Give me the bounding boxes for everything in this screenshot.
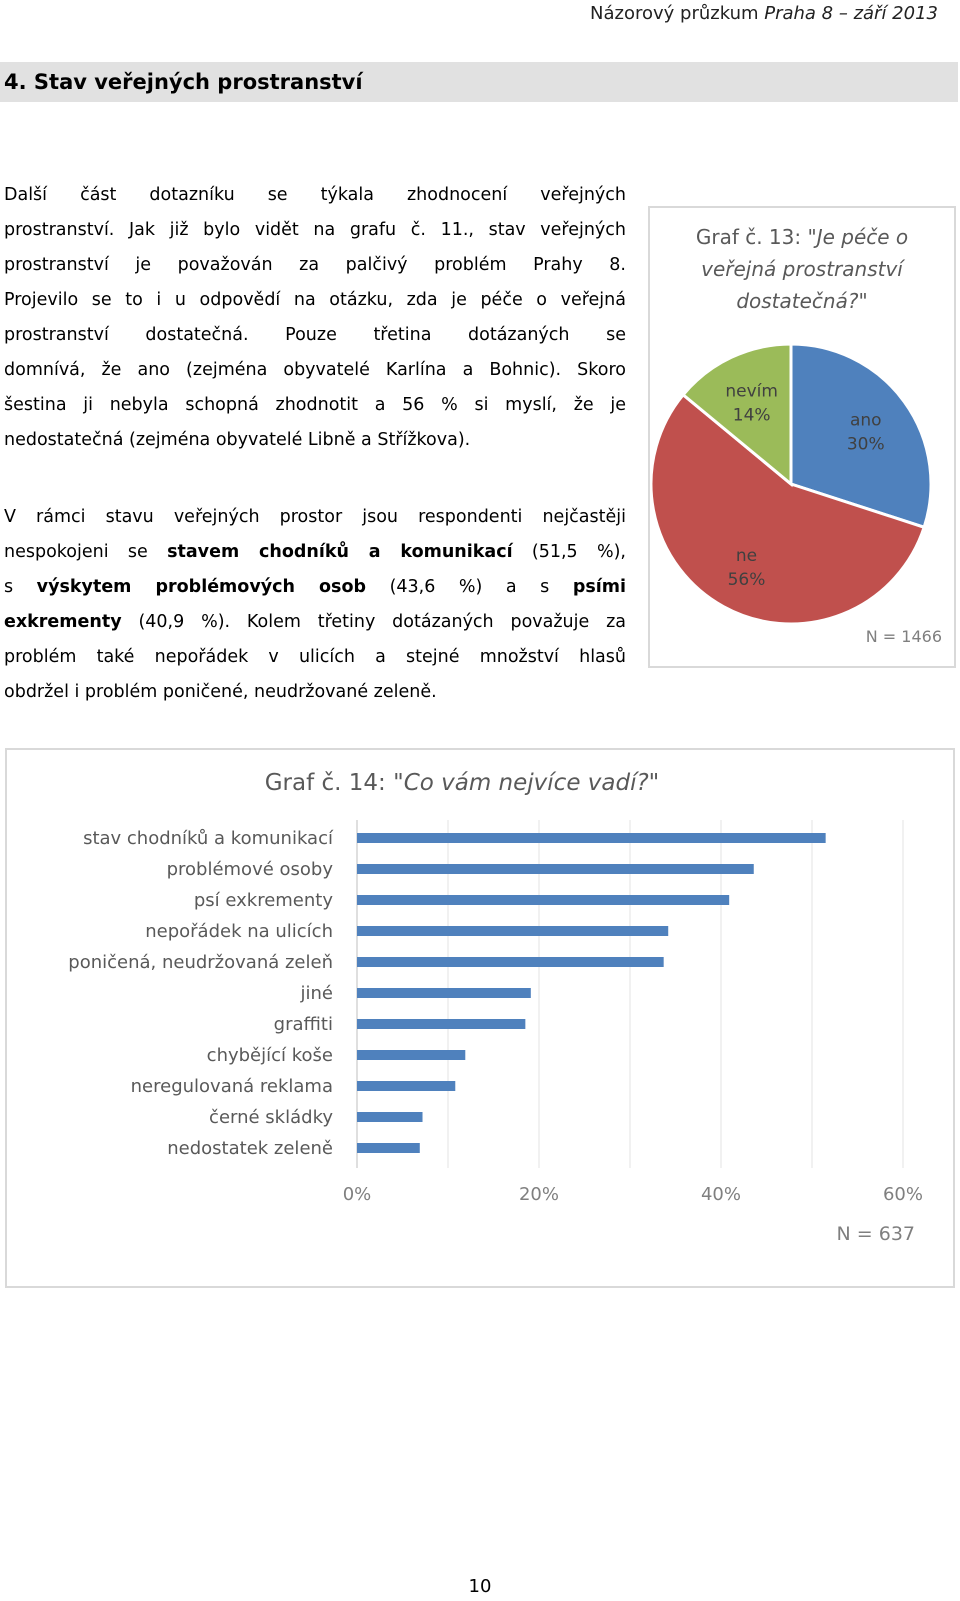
paragraph-line: šestina ji nebyla schopná zhodnotit a 56… — [4, 395, 626, 415]
text-run: (51,5 %), — [512, 542, 626, 562]
text-run: (40,9 %). Kolem třetiny dotázaných považ… — [121, 612, 626, 632]
bar — [357, 895, 730, 905]
pie-title-line-3: dostatečná?" — [736, 289, 867, 313]
category-label: poničená, neudržovaná zeleň — [68, 952, 333, 973]
bar — [357, 957, 664, 967]
paragraph-line: exkrementy (40,9 %). Kolem třetiny dotáz… — [4, 605, 626, 640]
bar-title-italic: "Co vám nejvíce vadí?" — [393, 770, 659, 796]
paragraph-line: nedostatečná (zejména obyvatelé Libně a … — [4, 430, 471, 450]
pie-slice-2 — [681, 342, 793, 488]
paragraph-line: Další část dotazníku se týkala zhodnocen… — [4, 185, 626, 205]
pie-value-label-0: 30% — [847, 435, 885, 455]
pie-value-label-2: 14% — [733, 405, 771, 425]
category-label: psí exkrementy — [194, 890, 334, 911]
paragraph-line: domnívá, že ano (zejména obyvatelé Karlí… — [4, 360, 626, 380]
paragraph-line: prostranství dostatečná. Pouze třetina d… — [4, 325, 626, 345]
bar — [357, 833, 826, 843]
pie-label-0: ano — [850, 411, 882, 431]
paragraph-line: prostranství. Jak již bylo vidět na graf… — [4, 220, 626, 240]
pie-labels: ano 30% ne 56% nevím 14% — [725, 381, 884, 590]
bar — [357, 1050, 466, 1060]
x-tick-label: 40% — [701, 1184, 741, 1205]
bar — [357, 1112, 423, 1122]
x-tick-label: 60% — [883, 1184, 923, 1205]
pie-slices — [649, 342, 933, 626]
x-tick-label: 20% — [519, 1184, 559, 1205]
paragraph-line: problém také nepořádek v ulicích a stejn… — [4, 647, 626, 667]
header-plain: Názorový průzkum — [590, 3, 765, 24]
paragraph-line: obdržel i problém poničené, neudržované … — [4, 682, 437, 702]
page-number: 10 — [468, 1576, 492, 1597]
header-italic: Praha 8 – září 2013 — [764, 3, 938, 24]
paragraph-line: s výskytem problémových osob (43,6 %) a … — [4, 570, 626, 605]
paragraph-line: Projevilo se to i u odpovědí na otázku, … — [4, 290, 626, 310]
pie-title-part: dostatečná? — [736, 289, 859, 313]
category-label: graffiti — [274, 1014, 333, 1035]
category-label: stav chodníků a komunikací — [83, 828, 334, 849]
pie-chart-frame: Graf č. 13: "Je péče o veřejná prostrans… — [648, 206, 956, 668]
x-tick-labels: 0% 20% 40% 60% — [343, 1184, 923, 1205]
category-label: problémové osoby — [167, 859, 334, 880]
category-label: nepořádek na ulicích — [145, 921, 333, 942]
running-header: Názorový průzkum Praha 8 – září 2013 — [590, 0, 938, 28]
paragraph-line: nespokojeni se stavem chodníků a komunik… — [4, 535, 626, 570]
pie-sample-size: N = 1466 — [866, 627, 942, 646]
bar-chart: Graf č. 14: "Co vám nejvíce vadí?" stav … — [68, 770, 923, 1245]
bar — [357, 1081, 456, 1091]
text-run: s — [4, 577, 37, 597]
bar-sample-size: N = 637 — [837, 1223, 915, 1245]
pie-value-label-1: 56% — [728, 570, 766, 590]
category-labels: stav chodníků a komunikací problémové oso… — [68, 828, 334, 1159]
bold-text: stavem chodníků a komunikací — [167, 542, 513, 562]
bar-chart-frame: Graf č. 14: "Co vám nejvíce vadí?" stav … — [5, 748, 955, 1288]
section-title: 4. Stav veřejných prostranství — [4, 70, 363, 94]
pie-title-part: " — [858, 289, 867, 313]
category-label: černé skládky — [209, 1107, 333, 1128]
bold-text: exkrementy — [4, 612, 122, 632]
paragraph-2: V rámci stavu veřejných prostor jsou res… — [4, 500, 626, 710]
bar-title-plain: Graf č. 14: — [265, 770, 393, 796]
x-tick-label: 0% — [343, 1184, 372, 1205]
pie-label-2: nevím — [725, 381, 778, 401]
category-label: nedostatek zeleně — [167, 1138, 333, 1159]
bar — [357, 1019, 526, 1029]
pie-title-part: Je péče o — [813, 225, 908, 249]
bold-text: psími — [572, 577, 627, 597]
bars — [357, 833, 826, 1153]
paragraph-line: V rámci stavu veřejných prostor jsou res… — [4, 507, 626, 527]
bar — [357, 864, 754, 874]
paragraph-1: Další část dotazníku se týkala zhodnocen… — [4, 178, 626, 458]
bold-text: výskytem problémových osob — [36, 577, 367, 597]
pie-slice-0 — [789, 342, 933, 530]
category-label: neregulovaná reklama — [131, 1076, 333, 1097]
bar-chart-title: Graf č. 14: "Co vám nejvíce vadí?" — [265, 770, 660, 796]
category-label: chybějící koše — [207, 1045, 333, 1066]
text-run: nespokojeni se — [4, 542, 168, 562]
pie-title-part: Graf č. 13: " — [696, 225, 817, 249]
paragraph-line: prostranství je považován za palčivý pro… — [4, 255, 626, 275]
pie-chart: Graf č. 13: "Je péče o veřejná prostrans… — [649, 225, 942, 646]
bar — [357, 926, 669, 936]
pie-title-line-2: veřejná prostranství — [701, 257, 905, 281]
bar — [357, 1143, 420, 1153]
pie-label-1: ne — [736, 546, 757, 566]
pie-title-line-1: Graf č. 13: "Je péče o — [696, 225, 908, 249]
bar — [357, 988, 531, 998]
pie-slice-1 — [649, 392, 927, 626]
category-label: jiné — [300, 983, 333, 1004]
section-heading-bar: 4. Stav veřejných prostranství — [0, 62, 958, 102]
text-run: (43,6 %) a s — [366, 577, 573, 597]
